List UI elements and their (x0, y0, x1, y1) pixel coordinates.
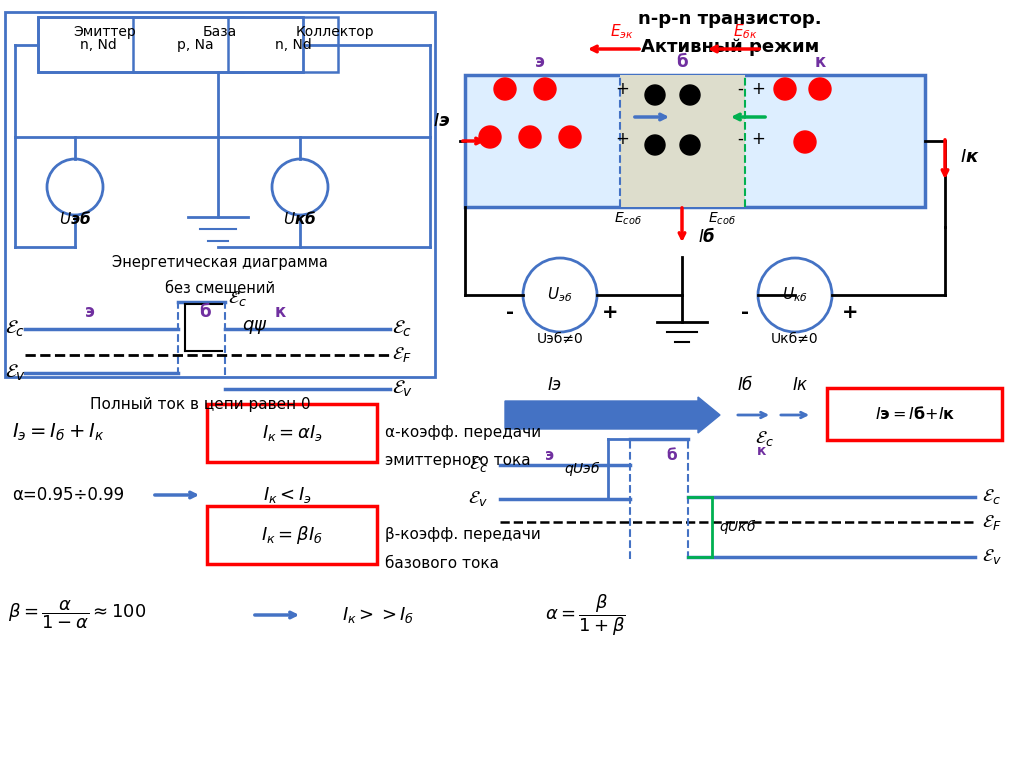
Text: $E_{бк}$: $E_{бк}$ (733, 23, 758, 41)
Text: $I$э: $I$э (433, 112, 451, 130)
FancyBboxPatch shape (620, 75, 745, 207)
Text: $q\psi$: $q\psi$ (242, 318, 267, 336)
Text: Uэб≠0: Uэб≠0 (537, 332, 584, 346)
Text: +: + (602, 302, 618, 321)
Circle shape (794, 131, 816, 153)
Text: $qU$кб: $qU$кб (719, 518, 757, 536)
Text: +: + (615, 130, 629, 148)
Text: База: База (203, 25, 238, 39)
Text: $\mathcal{E}_v$: $\mathcal{E}_v$ (468, 489, 488, 509)
Text: p, Na: p, Na (177, 38, 213, 52)
FancyBboxPatch shape (133, 17, 243, 72)
Text: $\mathcal{E}_c$: $\mathcal{E}_c$ (228, 289, 247, 308)
Text: $\beta = \dfrac{\alpha}{1-\alpha} \approx 100$: $\beta = \dfrac{\alpha}{1-\alpha} \appro… (8, 599, 146, 631)
Text: $I$э: $I$э (548, 376, 562, 394)
Text: $\mathcal{E}_F$: $\mathcal{E}_F$ (392, 345, 412, 364)
Text: $\mathcal{E}_v$: $\mathcal{E}_v$ (982, 548, 1001, 567)
Text: $E_{соб}$: $E_{соб}$ (709, 211, 736, 227)
Text: $E_{соб}$: $E_{соб}$ (614, 211, 642, 227)
Text: $U_{кб}$: $U_{кб}$ (782, 285, 808, 304)
Text: Полный ток в цепи равен 0: Полный ток в цепи равен 0 (90, 397, 310, 413)
Circle shape (494, 78, 516, 100)
Circle shape (534, 78, 556, 100)
Text: без смещений: без смещений (165, 281, 275, 297)
Text: э: э (536, 53, 545, 71)
FancyBboxPatch shape (207, 404, 377, 462)
Text: $I_э = I_б + I_к$: $I_э = I_б + I_к$ (12, 421, 104, 443)
Text: $I$б: $I$б (736, 376, 754, 394)
Text: к: к (758, 444, 767, 458)
Circle shape (680, 85, 700, 105)
Text: $I$к: $I$к (961, 148, 980, 166)
Text: $I$к: $I$к (792, 376, 808, 394)
Text: $\mathcal{E}_v$: $\mathcal{E}_v$ (392, 379, 414, 399)
Text: α-коэфф. передачи: α-коэфф. передачи (385, 424, 541, 439)
Text: Активный режим: Активный режим (641, 38, 819, 56)
Text: +: + (751, 80, 765, 98)
Text: $I$э$=I$б$+I$к: $I$э$=I$б$+I$к (874, 405, 955, 422)
FancyBboxPatch shape (207, 506, 377, 564)
Text: β-коэфф. передачи: β-коэфф. передачи (385, 526, 541, 542)
Text: б: б (200, 303, 211, 321)
FancyBboxPatch shape (465, 75, 925, 207)
Text: n, Nd: n, Nd (80, 38, 117, 52)
FancyArrow shape (505, 397, 720, 433)
FancyBboxPatch shape (5, 12, 435, 377)
Text: $I_к = \beta I_б$: $I_к = \beta I_б$ (261, 524, 323, 546)
Circle shape (519, 126, 541, 148)
Text: +: + (751, 130, 765, 148)
Text: -: - (645, 80, 651, 98)
Text: б: б (667, 447, 677, 463)
Text: э: э (546, 447, 555, 463)
Text: -: - (737, 80, 743, 98)
Text: б: б (676, 53, 688, 71)
Text: к: к (274, 303, 286, 321)
Text: α=0.95÷0.99: α=0.95÷0.99 (12, 486, 124, 504)
Text: $\mathit{U}$эб: $\mathit{U}$эб (59, 210, 91, 228)
Text: $qU$эб: $qU$эб (563, 459, 600, 479)
Text: Эмиттер: Эмиттер (74, 25, 136, 39)
Circle shape (680, 135, 700, 155)
Text: $\mathcal{E}_c$: $\mathcal{E}_c$ (5, 319, 26, 339)
Text: $\mathcal{E}_c$: $\mathcal{E}_c$ (392, 319, 413, 339)
Text: +: + (842, 302, 858, 321)
Text: $\mathcal{E}_c$: $\mathcal{E}_c$ (982, 488, 1000, 506)
Text: $\mathcal{E}_c$: $\mathcal{E}_c$ (469, 456, 488, 475)
Circle shape (559, 126, 581, 148)
Text: $I$б: $I$б (698, 228, 716, 246)
Text: n, Nd: n, Nd (274, 38, 311, 52)
Circle shape (645, 85, 665, 105)
Text: $\mathcal{E}_c$: $\mathcal{E}_c$ (755, 430, 774, 449)
FancyBboxPatch shape (228, 17, 338, 72)
Text: Коллектор: Коллектор (296, 25, 375, 39)
Text: эмиттерного тока: эмиттерного тока (385, 453, 530, 469)
Circle shape (645, 135, 665, 155)
Text: $\mathit{U}$кб: $\mathit{U}$кб (284, 210, 316, 228)
Text: -: - (741, 302, 749, 321)
Text: -: - (737, 130, 743, 148)
Text: -: - (645, 130, 651, 148)
Text: -: - (506, 302, 514, 321)
Text: $I_к < I_э$: $I_к < I_э$ (263, 485, 312, 505)
FancyBboxPatch shape (38, 17, 148, 72)
Circle shape (479, 126, 501, 148)
Circle shape (774, 78, 796, 100)
Text: $\alpha = \dfrac{\beta}{1+\beta}$: $\alpha = \dfrac{\beta}{1+\beta}$ (545, 592, 626, 638)
Text: Энергетическая диаграмма: Энергетическая диаграмма (112, 255, 328, 269)
Text: к: к (814, 53, 825, 71)
Text: базового тока: базового тока (385, 555, 499, 571)
Text: n-p-n транзистор.: n-p-n транзистор. (638, 10, 822, 28)
Text: $I_к = \alpha I_э$: $I_к = \alpha I_э$ (261, 423, 323, 443)
Text: $\mathcal{E}_F$: $\mathcal{E}_F$ (982, 512, 1001, 532)
FancyBboxPatch shape (827, 388, 1002, 440)
Text: $E_{эк}$: $E_{эк}$ (610, 23, 634, 41)
Text: Uкб≠0: Uкб≠0 (771, 332, 819, 346)
Text: $U_{эб}$: $U_{эб}$ (548, 285, 572, 304)
Text: +: + (615, 80, 629, 98)
Text: э: э (85, 303, 95, 321)
Circle shape (809, 78, 831, 100)
Text: $I_к >> I_б$: $I_к >> I_б$ (342, 605, 414, 625)
Text: $\mathcal{E}_v$: $\mathcal{E}_v$ (5, 363, 27, 384)
